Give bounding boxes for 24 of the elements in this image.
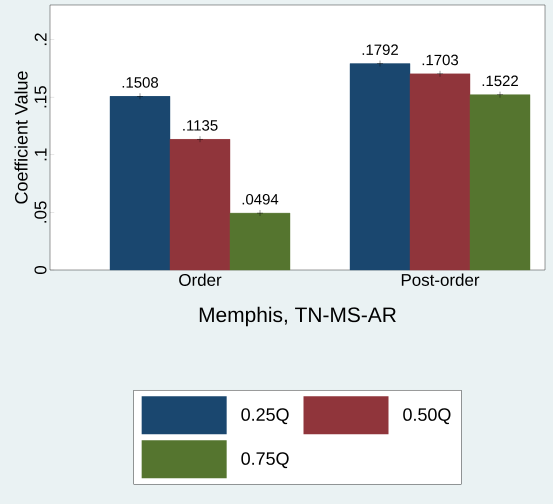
bar bbox=[350, 63, 410, 270]
y-tick-label: .1 bbox=[34, 148, 46, 160]
legend-label: 0.75Q bbox=[241, 452, 289, 468]
data-label: .1703 bbox=[422, 54, 458, 66]
data-label: .0494 bbox=[242, 194, 278, 205]
legend-label: 0.50Q bbox=[403, 408, 450, 424]
bar bbox=[110, 96, 170, 270]
y-axis-title: Coefficient Value bbox=[14, 71, 28, 204]
legend-label: 0.25Q bbox=[241, 408, 289, 424]
y-tick-label: 0 bbox=[34, 266, 46, 274]
bar bbox=[230, 212, 290, 270]
y-tick-label: .15 bbox=[34, 86, 46, 108]
bar bbox=[410, 74, 470, 270]
x-axis-title: Memphis, TN-MS-AR bbox=[200, 306, 396, 326]
bar bbox=[470, 94, 530, 270]
x-tick-label: Order bbox=[179, 274, 222, 286]
y-tick-label: .05 bbox=[34, 201, 46, 223]
y-tick-label: .2 bbox=[34, 33, 46, 46]
data-label: .1135 bbox=[183, 120, 218, 131]
data-label: .1508 bbox=[122, 77, 158, 88]
x-tick-label: Post-order bbox=[402, 274, 480, 286]
data-label: .1792 bbox=[362, 44, 398, 56]
bar bbox=[170, 139, 230, 270]
data-label: .1522 bbox=[482, 76, 518, 86]
